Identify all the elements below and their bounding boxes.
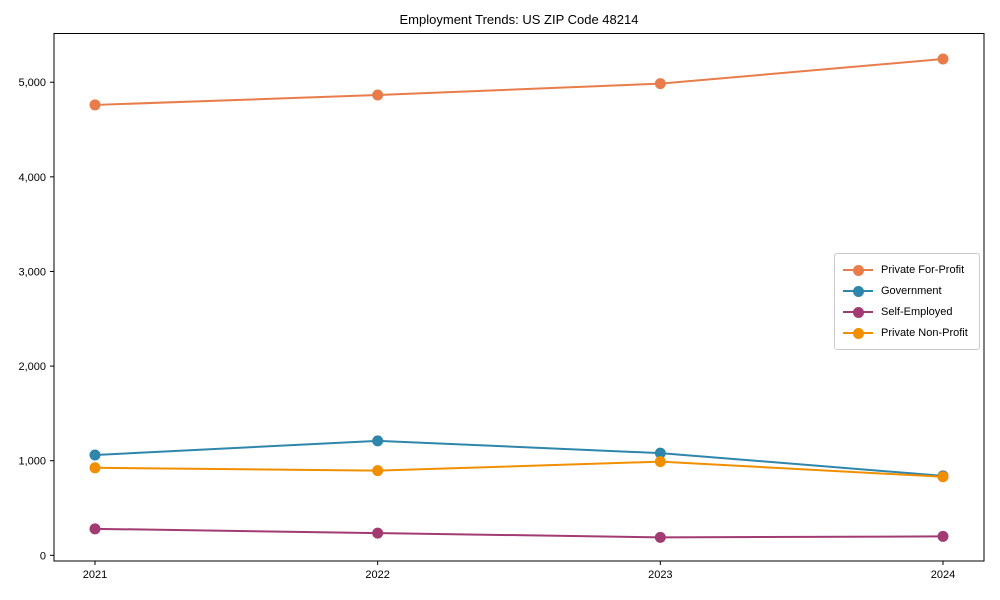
legend-item-government: Government bbox=[843, 281, 971, 301]
series-marker-self-employed bbox=[372, 527, 384, 539]
legend-item-private-for-profit: Private For-Profit bbox=[843, 260, 971, 280]
legend-item-self-employed: Self-Employed bbox=[843, 302, 971, 322]
y-tick-label: 2,000 bbox=[18, 361, 46, 373]
series-marker-government bbox=[89, 449, 101, 461]
series-marker-self-employed bbox=[89, 523, 101, 535]
series-marker-government bbox=[654, 447, 666, 459]
y-tick-label: 0 bbox=[40, 550, 46, 562]
x-tick-label: 2022 bbox=[365, 569, 389, 581]
series-marker-private-non-profit bbox=[89, 462, 101, 474]
x-tick-label: 2024 bbox=[931, 569, 955, 581]
series-marker-private-for-profit bbox=[654, 78, 666, 90]
chart-title: Employment Trends: US ZIP Code 48214 bbox=[399, 12, 639, 27]
x-tick-label: 2021 bbox=[83, 569, 107, 581]
series-marker-private-non-profit bbox=[937, 471, 949, 483]
legend-label: Private For-Profit bbox=[881, 264, 965, 276]
series-line-private-for-profit bbox=[94, 58, 944, 106]
series-line-private-non-profit bbox=[94, 460, 944, 478]
legend-dot-icon bbox=[852, 327, 864, 339]
series-marker-private-for-profit bbox=[89, 99, 101, 111]
legend-label: Self-Employed bbox=[881, 306, 953, 318]
series-line-government bbox=[94, 439, 944, 477]
x-tick-label: 2023 bbox=[648, 569, 672, 581]
series-marker-private-non-profit bbox=[372, 465, 384, 477]
legend-label: Private Non-Profit bbox=[881, 327, 968, 339]
legend: Private For-Profit Government Self-Emplo… bbox=[834, 253, 980, 350]
y-tick-label: 4,000 bbox=[18, 172, 46, 184]
y-tick-label: 3,000 bbox=[18, 266, 46, 278]
legend-dot-icon bbox=[852, 306, 864, 318]
series-marker-private-non-profit bbox=[654, 456, 666, 468]
y-tick-label: 1,000 bbox=[18, 456, 46, 468]
legend-dot-icon bbox=[852, 264, 864, 276]
plot-border bbox=[53, 33, 985, 562]
series-marker-government bbox=[372, 435, 384, 447]
series-marker-private-for-profit bbox=[937, 53, 949, 65]
line-marker-icon bbox=[843, 285, 873, 297]
line-marker-icon bbox=[843, 306, 873, 318]
legend-item-private-non-profit: Private Non-Profit bbox=[843, 323, 971, 343]
series-marker-self-employed bbox=[654, 531, 666, 543]
line-marker-icon bbox=[843, 264, 873, 276]
series-marker-self-employed bbox=[937, 530, 949, 542]
series-line-self-employed bbox=[94, 527, 944, 539]
legend-dot-icon bbox=[852, 285, 864, 297]
legend-label: Government bbox=[881, 285, 942, 297]
series-marker-private-for-profit bbox=[372, 89, 384, 101]
y-tick-label: 5,000 bbox=[18, 77, 46, 89]
line-marker-icon bbox=[843, 327, 873, 339]
